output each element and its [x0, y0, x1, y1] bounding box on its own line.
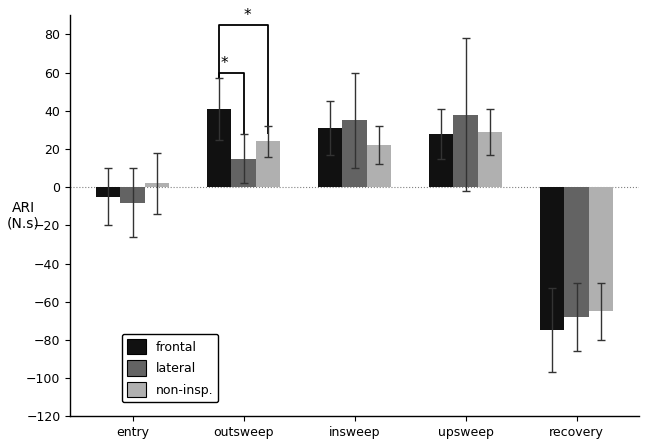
- Bar: [565, 187, 589, 317]
- Bar: [342, 120, 367, 187]
- Bar: [429, 134, 453, 187]
- Bar: [453, 115, 478, 187]
- Y-axis label: ARI
(N.s): ARI (N.s): [7, 201, 39, 231]
- Text: *: *: [244, 8, 251, 23]
- Bar: [589, 187, 613, 311]
- Bar: [96, 187, 120, 197]
- Text: *: *: [220, 56, 228, 71]
- Bar: [478, 132, 502, 187]
- Bar: [207, 109, 231, 187]
- Bar: [318, 128, 342, 187]
- Bar: [367, 145, 391, 187]
- Bar: [145, 183, 169, 187]
- Bar: [256, 141, 280, 187]
- Bar: [120, 187, 145, 202]
- Legend: frontal, lateral, non-insp.: frontal, lateral, non-insp.: [122, 334, 218, 402]
- Bar: [231, 159, 256, 187]
- Bar: [540, 187, 565, 330]
